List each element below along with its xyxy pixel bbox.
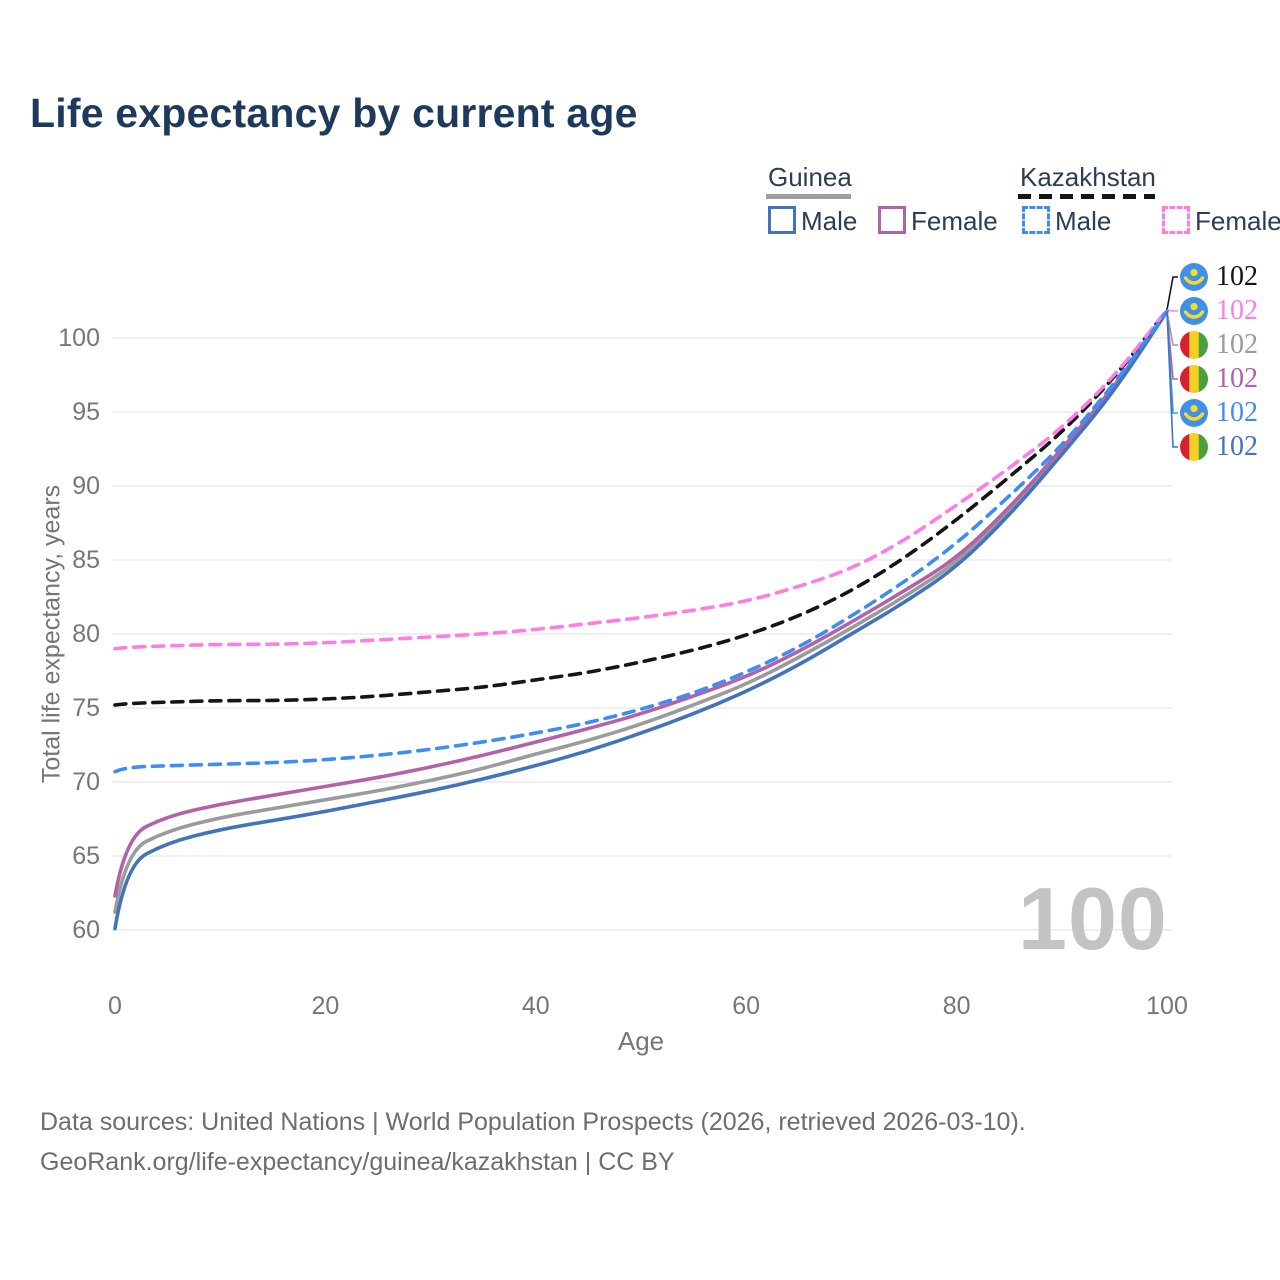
y-tick-label-70: 70: [72, 768, 100, 796]
kazakhstan-flag-icon: [1180, 263, 1208, 291]
y-axis-title: Total life expectancy, years: [37, 484, 66, 784]
series-line-guinea-female: [113, 309, 1169, 898]
footer-license-line: GeoRank.org/life-expectancy/guinea/kazak…: [40, 1148, 675, 1176]
legend-group-guinea[interactable]: Guinea: [768, 162, 852, 192]
end-label-value: 102: [1216, 363, 1258, 394]
series-line-kazakhstan-female: [113, 308, 1169, 651]
end-label-connector-6: [1166, 311, 1178, 448]
y-tick-label-65: 65: [72, 842, 100, 870]
y-tick-label-75: 75: [72, 694, 100, 722]
x-tick-label-80: 80: [942, 992, 971, 1020]
legend-label-guinea-female[interactable]: Female: [911, 206, 998, 236]
x-tick-label-40: 40: [521, 992, 550, 1020]
guinea-flag-icon: [1180, 331, 1208, 359]
legend-label-guinea-male[interactable]: Male: [801, 206, 858, 236]
x-axis-title: Age: [617, 1026, 665, 1056]
y-tick-label-85: 85: [72, 546, 100, 574]
end-label-row-guinea-male: 102: [1180, 431, 1258, 463]
end-label-row-kazakhstan-male: 102: [1180, 397, 1258, 429]
series-line-guinea-male: [113, 309, 1169, 931]
end-label-connector-1: [1166, 276, 1178, 311]
y-tick-label-90: 90: [72, 472, 100, 500]
guinea-flag-icon: [1180, 365, 1208, 393]
x-tick-label-20: 20: [311, 992, 340, 1020]
legend-label-kazakhstan-male[interactable]: Male: [1055, 206, 1112, 236]
legend-swatch-kazakhstan-female[interactable]: [1162, 206, 1190, 234]
x-tick-label-100: 100: [1146, 992, 1188, 1020]
guinea-flag-icon: [1180, 433, 1208, 461]
end-label-value: 102: [1216, 397, 1258, 428]
age-watermark: 100: [1018, 869, 1168, 968]
y-tick-label-100: 100: [58, 324, 100, 352]
x-tick-label-0: 0: [108, 992, 122, 1020]
y-tick-label-95: 95: [72, 398, 100, 426]
legend-group-kazakhstan[interactable]: Kazakhstan: [1020, 162, 1156, 192]
end-label-connector-3: [1166, 311, 1178, 346]
x-tick-label-60: 60: [732, 992, 761, 1020]
end-label-value: 102: [1216, 261, 1258, 292]
kazakhstan-flag-icon: [1180, 297, 1208, 325]
legend-underline-guinea-solid: [766, 194, 851, 199]
y-tick-label-80: 80: [72, 620, 100, 648]
legend-swatch-guinea-female[interactable]: [878, 206, 906, 234]
series-line-kazakhstan-male: [113, 309, 1169, 774]
footer-source-line: Data sources: United Nations | World Pop…: [40, 1108, 1026, 1136]
end-label-row-guinea-female: 102: [1180, 363, 1258, 395]
end-label-value: 102: [1216, 431, 1258, 462]
kazakhstan-flag-icon: [1180, 399, 1208, 427]
page-title: Life expectancy by current age: [30, 90, 638, 136]
end-label-connector-2: [1166, 309, 1178, 312]
y-tick-label-60: 60: [72, 916, 100, 944]
series-line-guinea-both-sexes-: [113, 309, 1169, 915]
legend-swatch-kazakhstan-male[interactable]: [1022, 206, 1050, 234]
end-label-value: 102: [1216, 329, 1258, 360]
legend-underline-kazakhstan-dashed: [1018, 194, 1155, 199]
end-label-row-kazakhstan-female: 102: [1180, 295, 1258, 327]
end-label-value: 102: [1216, 295, 1258, 326]
legend-label-kazakhstan-female[interactable]: Female: [1195, 206, 1280, 236]
series-line-kazakhstan-both-sexes-: [113, 308, 1169, 707]
end-label-row-guinea-both-sexes-: 102: [1180, 329, 1258, 361]
legend-swatch-guinea-male[interactable]: [768, 206, 796, 234]
end-label-row-kazakhstan-both-sexes-: 102: [1180, 261, 1258, 293]
